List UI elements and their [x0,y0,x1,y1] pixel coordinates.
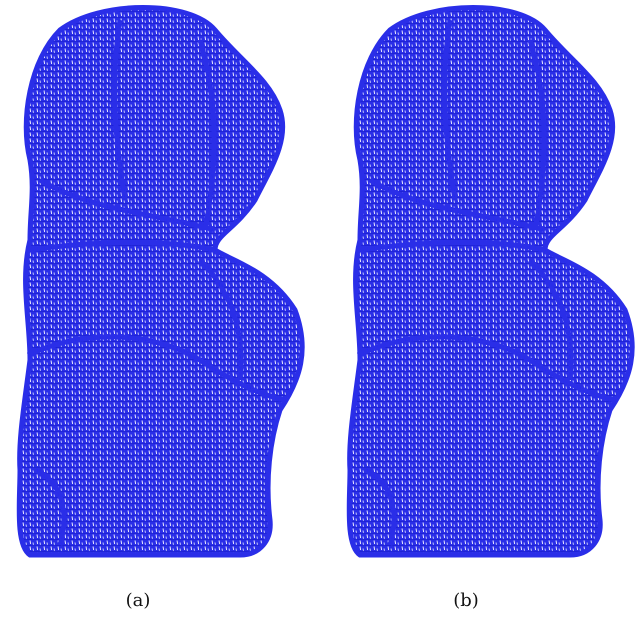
figure: (a) (b) [0,0,639,619]
caption: (b) [453,590,479,611]
mesh-b [349,8,632,556]
caption: (a) [126,590,151,611]
mesh-a [19,8,302,556]
